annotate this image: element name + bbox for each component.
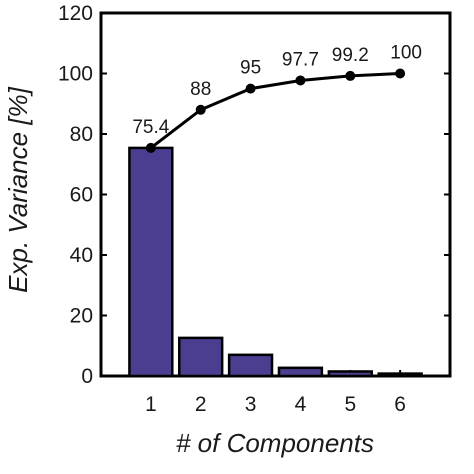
bar: [377, 372, 423, 378]
line-point: [295, 75, 306, 86]
data-label: 99.2: [332, 45, 369, 66]
y-tick-label: 80: [70, 123, 93, 146]
x-tick-label: 2: [195, 393, 207, 416]
bar-series: [128, 146, 423, 378]
line-point: [245, 83, 256, 94]
y-axis-title: Exp. Variance [%]: [3, 86, 33, 292]
data-label: 100: [390, 43, 422, 64]
y-tick-label: 60: [70, 184, 93, 207]
x-tick-label: 1: [145, 393, 157, 416]
bar: [277, 366, 324, 378]
cumulative-line: [149, 72, 401, 150]
y-tick-label: 120: [58, 2, 93, 25]
y-axis: 0 20 40 60 80 100 120: [58, 2, 450, 388]
line-point: [145, 142, 156, 153]
y-tick-label: 20: [70, 305, 93, 328]
y-tick-label: 100: [58, 63, 93, 86]
x-tick-label: 4: [295, 393, 307, 416]
line-point: [345, 70, 356, 81]
y-tick-label: 0: [81, 365, 93, 388]
cumulative-line-series: [145, 68, 406, 153]
x-tick-label: 5: [344, 393, 356, 416]
x-axis-title: # of Components: [176, 428, 374, 458]
data-label: 95: [240, 58, 261, 79]
line-point: [395, 68, 406, 79]
bar: [178, 336, 224, 378]
data-labels: 75.4 88 95 97.7 99.2 100: [132, 43, 422, 138]
bar: [327, 370, 373, 378]
x-tick-label: 3: [245, 393, 257, 416]
y-tick-label: 40: [70, 244, 93, 267]
data-label: 75.4: [132, 117, 169, 138]
data-label: 97.7: [282, 49, 319, 70]
data-label: 88: [190, 79, 211, 100]
bar: [128, 146, 174, 378]
bar: [227, 353, 274, 378]
line-point: [195, 104, 206, 115]
x-tick-label: 6: [394, 393, 406, 416]
